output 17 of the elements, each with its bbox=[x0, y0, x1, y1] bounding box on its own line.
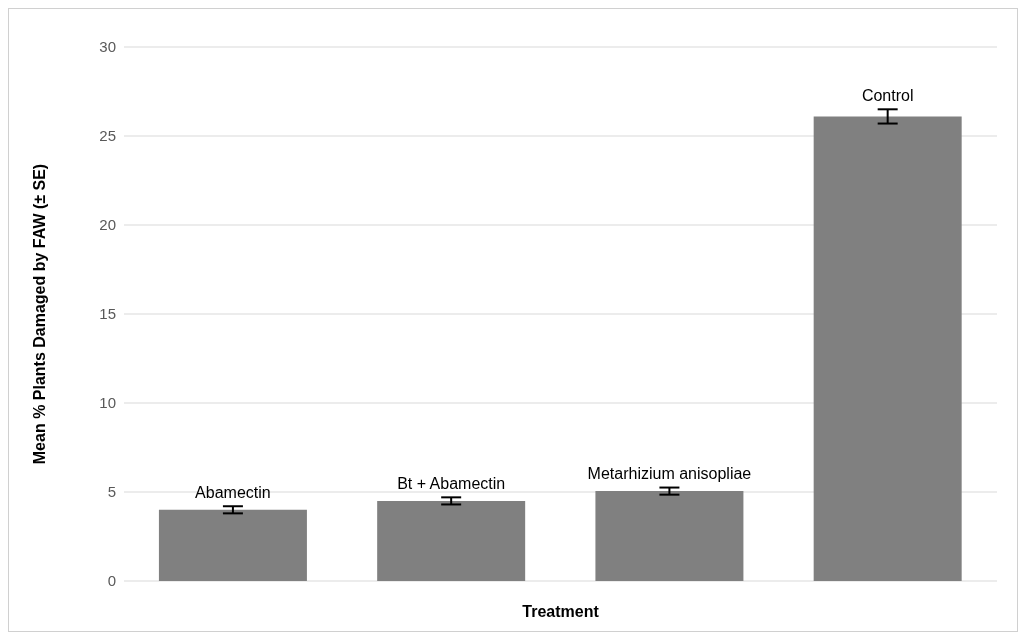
x-tick-label: Bt + Abamectin bbox=[397, 475, 506, 493]
bar bbox=[377, 500, 526, 581]
bar bbox=[813, 116, 962, 581]
bar bbox=[158, 509, 307, 581]
y-tick-label: 10 bbox=[99, 394, 116, 412]
y-tick-label: 0 bbox=[107, 572, 116, 590]
x-tick-label: Abamectin bbox=[195, 484, 271, 502]
x-tick-label: Control bbox=[861, 87, 914, 105]
x-tick-label: Metarhizium anisopliae bbox=[587, 465, 752, 483]
y-tick-label: 15 bbox=[99, 305, 116, 323]
y-tick-label: 25 bbox=[99, 127, 116, 145]
y-tick-label: 30 bbox=[99, 38, 116, 56]
bar bbox=[595, 491, 744, 581]
y-tick-label: 20 bbox=[99, 216, 116, 234]
y-axis-title: Mean % Plants Damaged by FAW (± SE) bbox=[30, 163, 48, 465]
x-axis-title: Treatment bbox=[522, 603, 600, 620]
y-tick-label: 5 bbox=[107, 483, 116, 501]
